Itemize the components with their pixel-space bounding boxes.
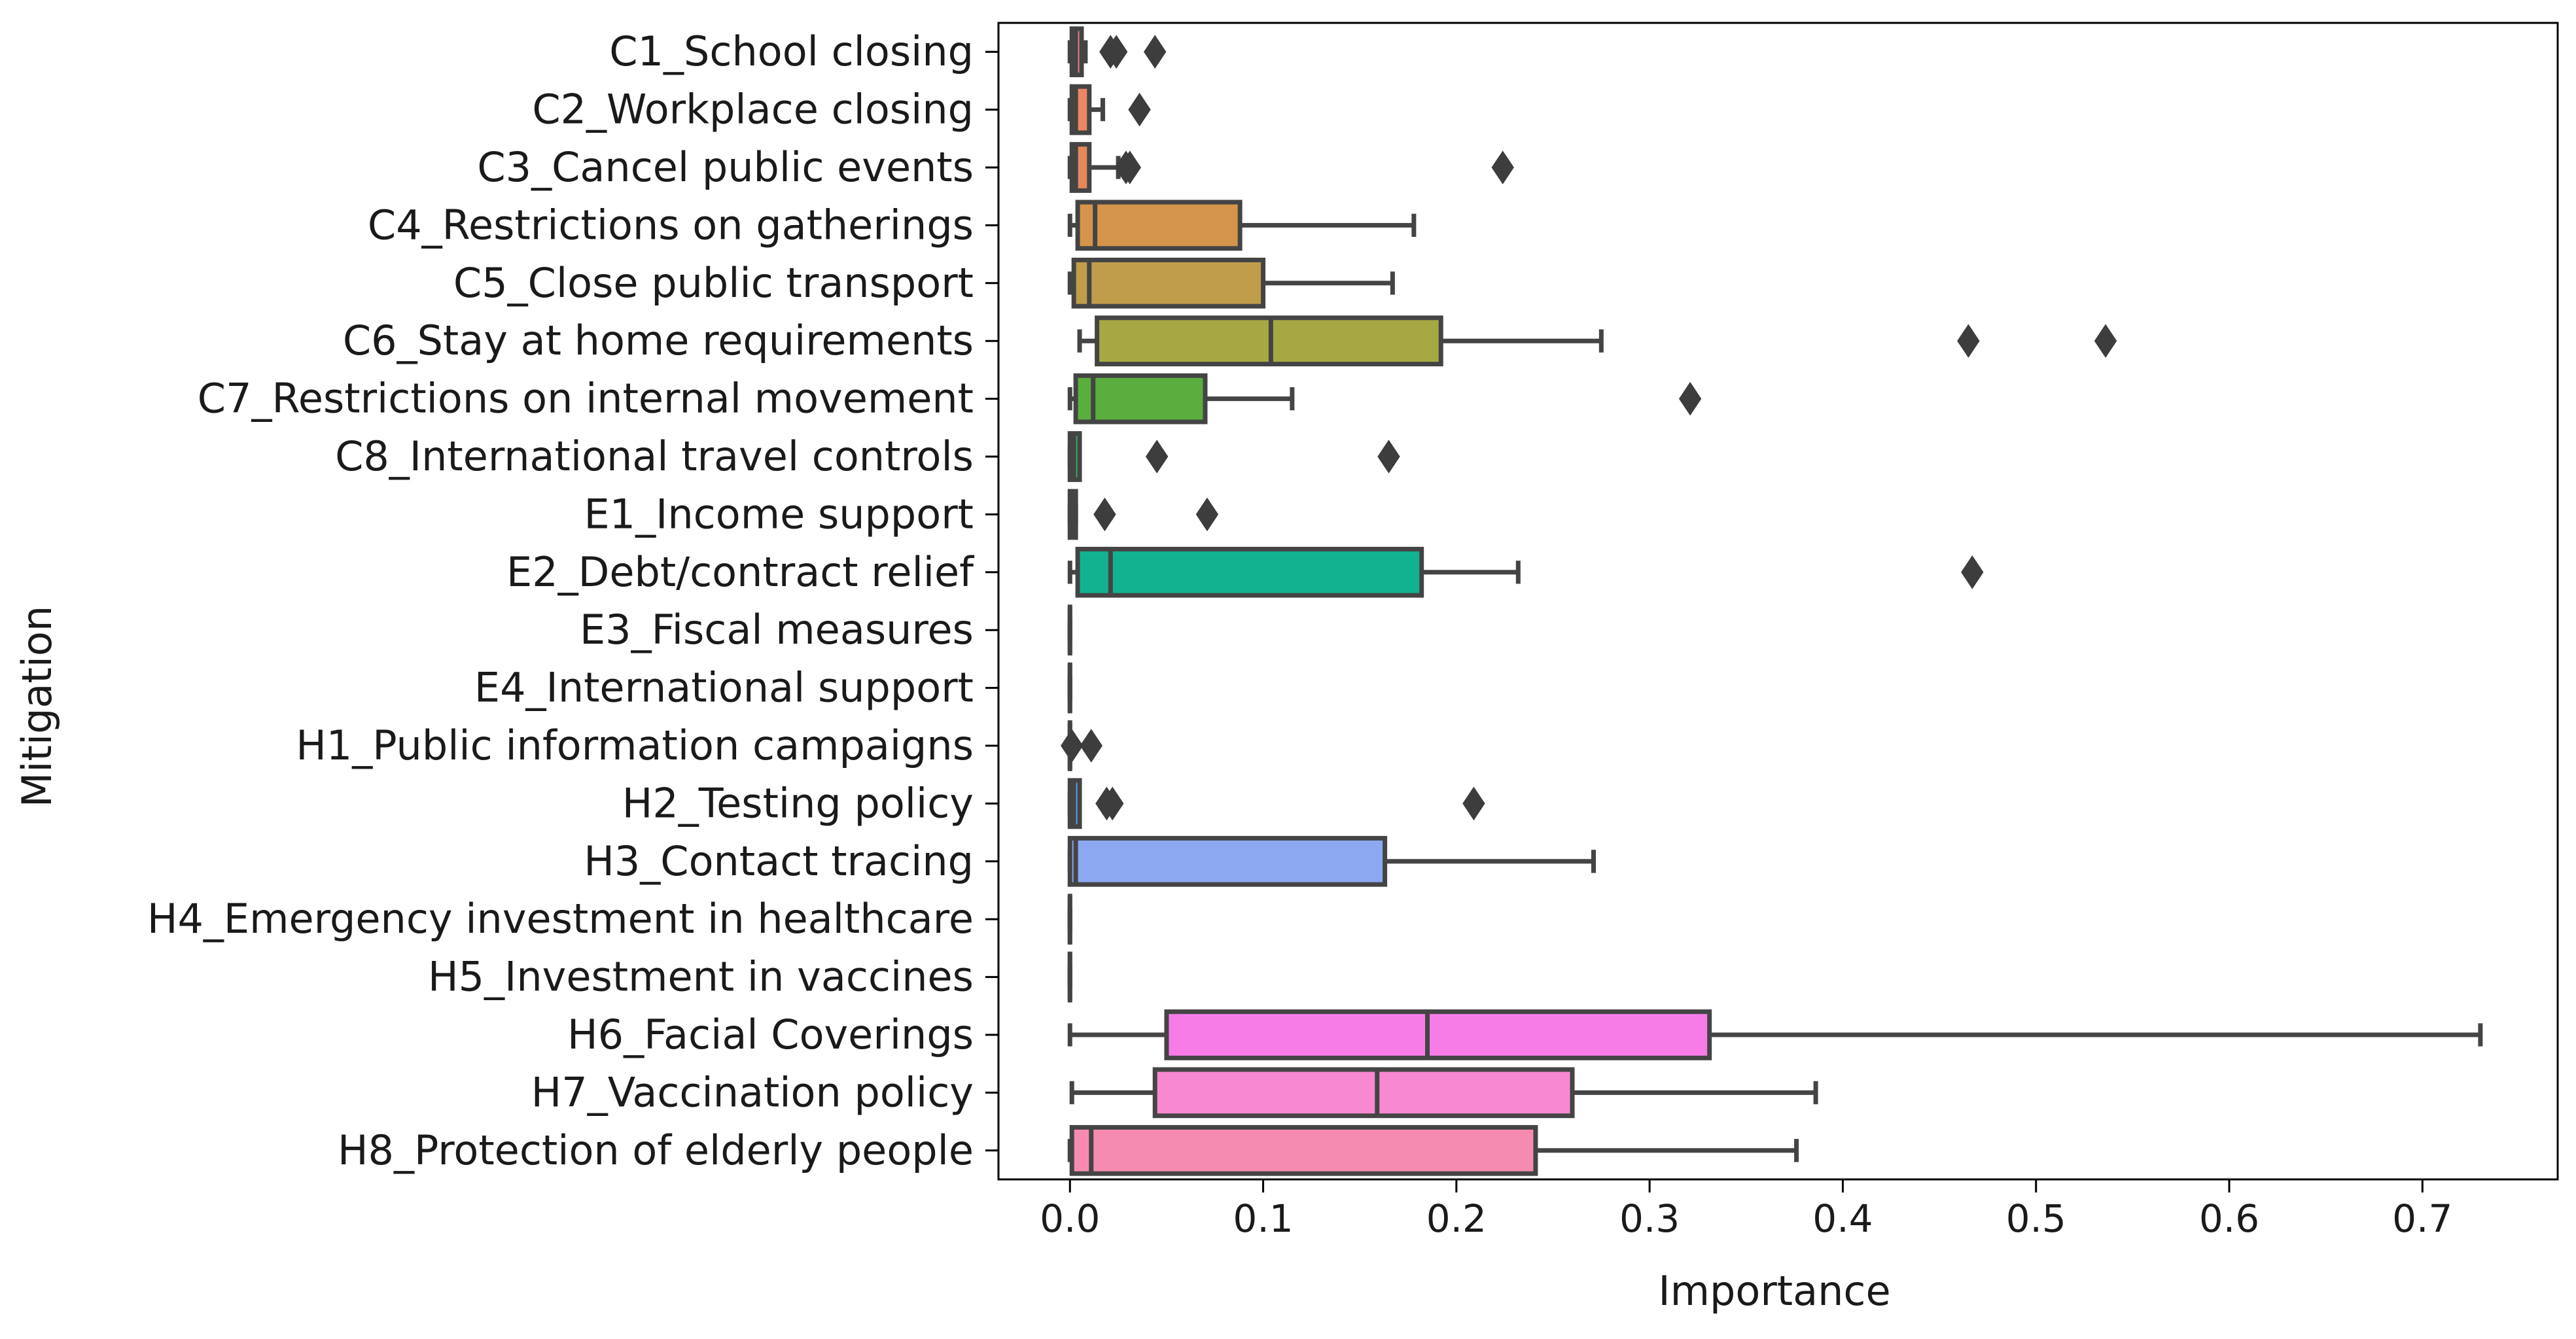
box-group bbox=[1070, 491, 1218, 538]
y-tick-label: H4_Emergency investment in healthcare bbox=[147, 895, 974, 943]
outlier-point bbox=[1463, 788, 1484, 819]
outlier-point bbox=[1680, 383, 1701, 415]
box-group bbox=[1070, 202, 1414, 249]
y-tick-label: H6_Facial Coverings bbox=[567, 1011, 974, 1058]
box-group bbox=[1072, 1069, 1816, 1116]
box-group bbox=[1070, 145, 1513, 191]
y-tick-label: E2_Debt/contract relief bbox=[506, 548, 975, 596]
boxes-layer bbox=[1061, 29, 2480, 1174]
box-group bbox=[1070, 838, 1593, 884]
outlier-point bbox=[1962, 557, 1983, 588]
y-tick-label: E4_International support bbox=[474, 664, 974, 712]
box bbox=[1167, 1012, 1710, 1058]
y-tick-label: E1_Income support bbox=[584, 490, 974, 538]
box-group bbox=[1070, 1012, 2480, 1058]
y-tick-label: C5_Close public transport bbox=[453, 259, 974, 307]
y-tick-label: C4_Restrictions on gatherings bbox=[368, 201, 974, 249]
y-tick-label: H5_Investment in vaccines bbox=[428, 953, 974, 1001]
box-group bbox=[1070, 1127, 1796, 1174]
x-tick-label: 0.2 bbox=[1426, 1196, 1487, 1241]
y-tick-label: C3_Cancel public events bbox=[477, 143, 974, 191]
box-group bbox=[1070, 549, 1983, 595]
y-tick-label: C1_School closing bbox=[609, 27, 974, 75]
box bbox=[1072, 1127, 1536, 1174]
box-group bbox=[1070, 29, 1165, 75]
y-tick-label: C8_International travel controls bbox=[335, 432, 974, 480]
y-tick-label: H3_Contact tracing bbox=[584, 837, 974, 885]
x-tick-label: 0.7 bbox=[2392, 1196, 2452, 1241]
x-tick-label: 0.0 bbox=[1040, 1196, 1100, 1241]
y-tick-label: C6_Stay at home requirements bbox=[343, 317, 974, 364]
outlier-point bbox=[1958, 325, 1979, 356]
outlier-point bbox=[1144, 36, 1165, 67]
outlier-point bbox=[1094, 498, 1115, 530]
x-tick-label: 0.5 bbox=[2006, 1196, 2066, 1241]
outlier-point bbox=[1197, 498, 1218, 530]
box bbox=[1078, 549, 1422, 595]
box-group bbox=[1070, 375, 1701, 422]
box bbox=[1070, 838, 1385, 884]
box-group bbox=[1070, 434, 1399, 480]
y-tick-label: E3_Fiscal measures bbox=[580, 606, 974, 653]
y-tick-label: H1_Public information campaigns bbox=[296, 722, 974, 769]
y-tick-label: H8_Protection of elderly people bbox=[338, 1126, 974, 1174]
y-tick-label: C7_Restrictions on internal movement bbox=[198, 375, 974, 423]
plot-frame bbox=[998, 23, 2558, 1179]
box bbox=[1155, 1069, 1572, 1116]
outlier-point bbox=[1061, 730, 1082, 761]
y-tick-label: H7_Vaccination policy bbox=[531, 1068, 974, 1116]
box bbox=[1074, 260, 1263, 306]
x-tick-label: 0.4 bbox=[1812, 1196, 1873, 1241]
box-group bbox=[1080, 318, 2116, 364]
y-tick-label: H2_Testing policy bbox=[622, 779, 974, 827]
box bbox=[1078, 202, 1240, 249]
outlier-point bbox=[2095, 325, 2116, 356]
x-axis-label: Importance bbox=[1658, 1267, 1890, 1315]
outlier-point bbox=[1492, 152, 1513, 183]
x-tick-label: 0.6 bbox=[2199, 1196, 2259, 1241]
outlier-point bbox=[1129, 94, 1150, 126]
box-group bbox=[1061, 723, 1102, 769]
outlier-point bbox=[1378, 441, 1399, 472]
outlier-point bbox=[1146, 441, 1167, 472]
box-group bbox=[1070, 260, 1392, 306]
x-tick-label: 0.3 bbox=[1619, 1196, 1680, 1241]
box-group bbox=[1070, 86, 1150, 133]
box-group bbox=[1070, 780, 1484, 827]
y-tick-label: C2_Workplace closing bbox=[532, 86, 974, 133]
x-tick-label: 0.1 bbox=[1233, 1196, 1293, 1241]
outlier-point bbox=[1081, 730, 1102, 761]
y-axis-label: Mitigation bbox=[13, 606, 61, 807]
